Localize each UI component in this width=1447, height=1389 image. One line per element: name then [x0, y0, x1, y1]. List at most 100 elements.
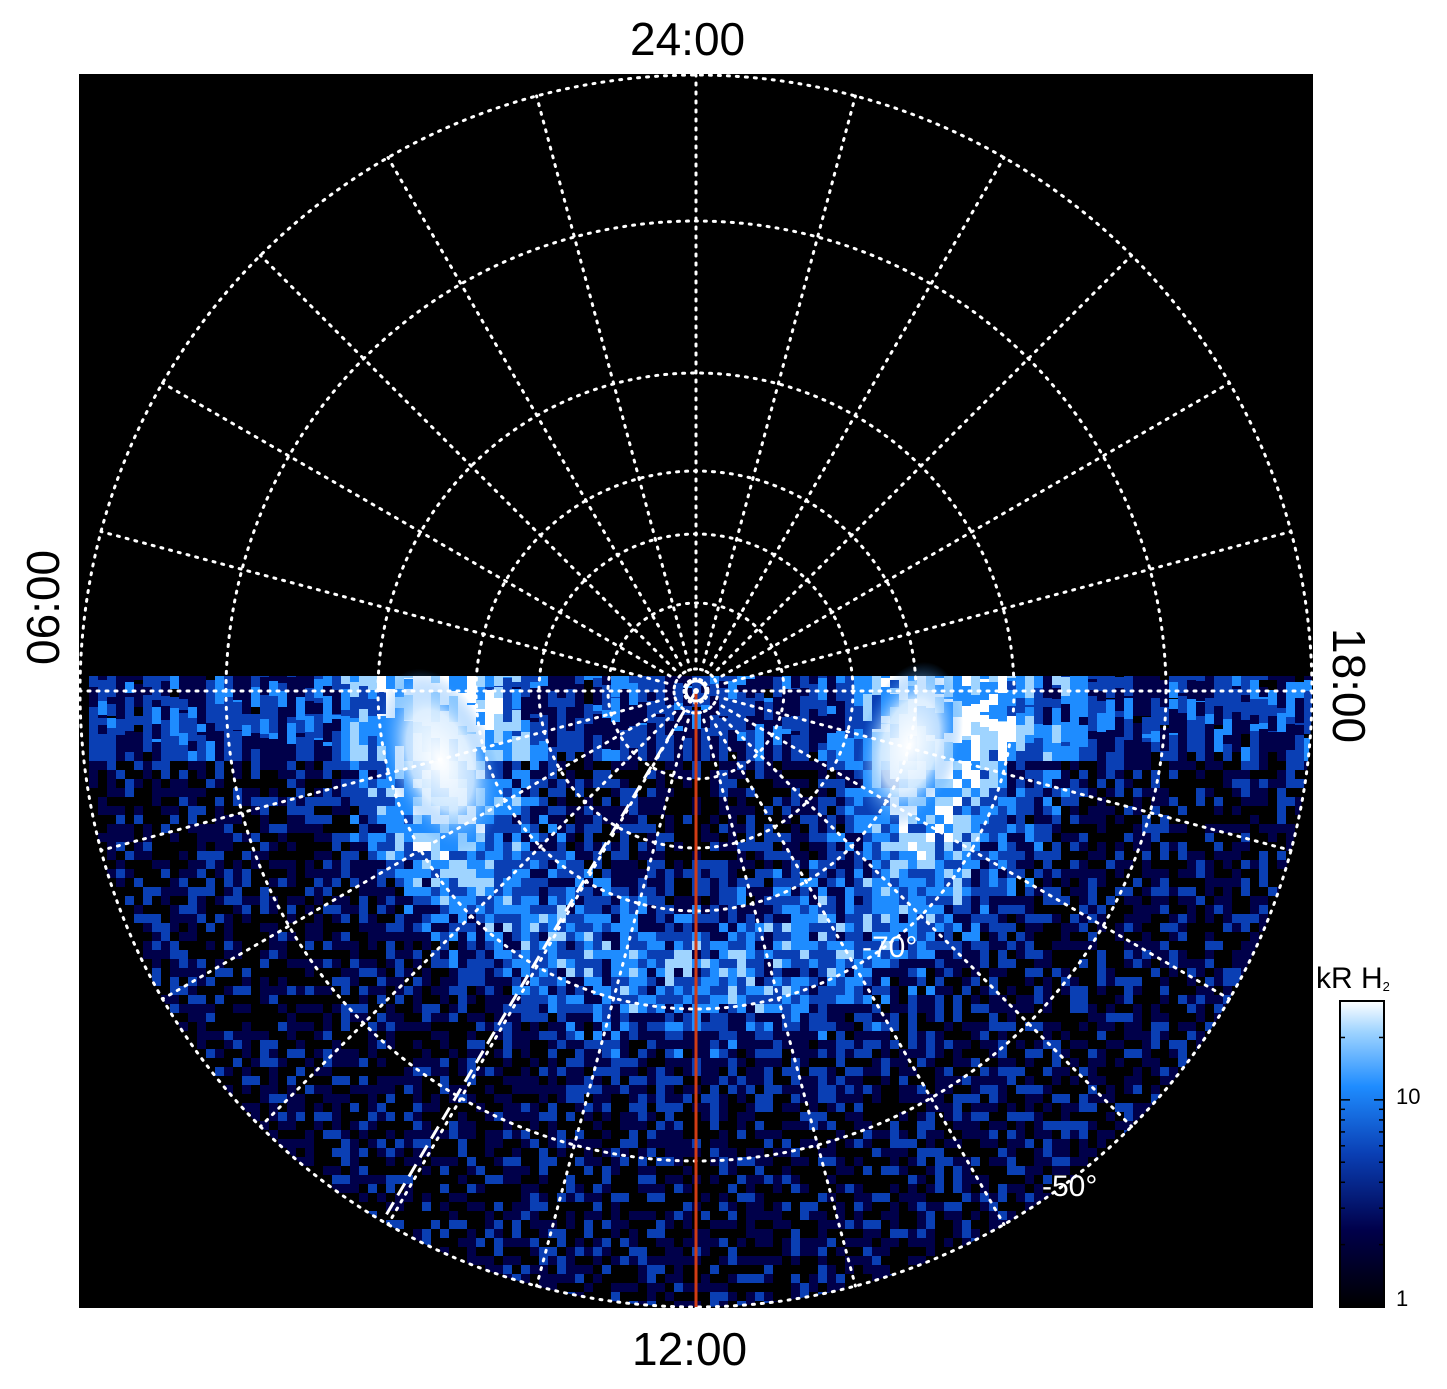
emission-pixel [593, 1049, 602, 1058]
emission-pixel [674, 1022, 683, 1031]
emission-pixel [1070, 1076, 1079, 1085]
emission-pixel [503, 770, 512, 779]
emission-pixel [1214, 729, 1223, 752]
emission-pixel [1124, 779, 1133, 788]
emission-pixel [431, 1130, 440, 1139]
emission-pixel [764, 1004, 773, 1013]
emission-pixel [989, 905, 998, 914]
emission-pixel [584, 1013, 593, 1022]
emission-pixel [602, 749, 611, 761]
emission-pixel [548, 905, 557, 914]
emission-pixel [566, 995, 575, 1004]
emission-pixel [1088, 717, 1097, 743]
emission-pixel [440, 869, 449, 878]
emission-pixel [620, 968, 629, 977]
emission-pixel [1151, 869, 1160, 878]
emission-pixel [575, 779, 584, 788]
emission-pixel [989, 842, 998, 851]
emission-pixel [1124, 914, 1133, 923]
emission-pixel [728, 1040, 737, 1049]
emission-pixel [332, 905, 341, 914]
emission-pixel [548, 1022, 557, 1031]
emission-pixel [719, 950, 728, 959]
emission-pixel [719, 688, 728, 716]
emission-pixel [791, 797, 800, 806]
emission-pixel [152, 761, 161, 770]
emission-pixel [521, 842, 530, 851]
emission-pixel [404, 869, 413, 878]
emission-pixel [1304, 738, 1312, 761]
emission-pixel [188, 959, 197, 968]
emission-pixel [449, 851, 458, 860]
emission-pixel [530, 887, 539, 896]
emission-pixel [1142, 851, 1151, 860]
emission-pixel [1151, 1013, 1160, 1022]
emission-pixel [791, 1040, 800, 1049]
emission-pixel [755, 713, 764, 734]
emission-pixel [503, 1112, 512, 1121]
emission-pixel [143, 887, 152, 896]
emission-pixel [224, 751, 233, 761]
emission-pixel [584, 950, 593, 959]
emission-pixel [341, 869, 350, 878]
emission-pixel [665, 941, 674, 950]
emission-pixel [449, 959, 458, 968]
emission-pixel [359, 824, 368, 833]
emission-pixel [809, 860, 818, 869]
emission-pixel [503, 932, 512, 941]
emission-pixel [305, 887, 314, 896]
emission-pixel [1160, 995, 1169, 1004]
emission-pixel [557, 676, 566, 698]
emission-pixel [683, 1022, 692, 1031]
emission-pixel [1016, 860, 1025, 869]
emission-pixel [296, 797, 305, 806]
emission-pixel [908, 1067, 917, 1076]
emission-pixel [539, 806, 548, 815]
emission-pixel [656, 968, 665, 977]
emission-pixel [179, 676, 188, 698]
emission-pixel [575, 968, 584, 977]
emission-pixel [854, 968, 863, 977]
emission-pixel [908, 1004, 917, 1013]
emission-pixel [1151, 833, 1160, 842]
emission-pixel [566, 1004, 575, 1013]
emission-pixel [431, 923, 440, 932]
emission-pixel [1025, 797, 1034, 806]
emission-pixel [377, 788, 386, 797]
emission-pixel [818, 824, 827, 833]
emission-pixel [287, 986, 296, 995]
emission-pixel [926, 932, 935, 941]
emission-pixel [1097, 1031, 1106, 1040]
emission-pixel [206, 1013, 215, 1022]
emission-pixel [593, 1076, 602, 1085]
emission-pixel [1106, 761, 1115, 770]
emission-pixel [656, 1094, 665, 1103]
emission-pixel [197, 1040, 206, 1049]
emission-pixel [350, 851, 359, 860]
emission-pixel [809, 1013, 818, 1022]
emission-pixel [746, 941, 755, 950]
emission-pixel [260, 986, 269, 995]
emission-pixel [512, 869, 521, 878]
emission-pixel [989, 731, 998, 752]
emission-pixel [863, 698, 872, 725]
emission-pixel [458, 851, 467, 860]
emission-pixel [935, 833, 944, 842]
emission-pixel [935, 824, 944, 833]
emission-pixel [683, 1085, 692, 1094]
emission-pixel [836, 1103, 845, 1112]
emission-pixel [494, 1067, 503, 1076]
emission-pixel [971, 950, 980, 959]
emission-pixel [170, 986, 179, 995]
emission-pixel [197, 869, 206, 878]
emission-pixel [449, 896, 458, 905]
emission-pixel [1007, 905, 1016, 914]
emission-pixel [1169, 682, 1178, 698]
emission-pixel [422, 1121, 431, 1130]
emission-pixel [1268, 716, 1277, 734]
emission-pixel [260, 959, 269, 968]
emission-pixel [1250, 932, 1259, 941]
emission-pixel [206, 824, 215, 833]
emission-pixel [1061, 1112, 1070, 1121]
emission-pixel [566, 950, 575, 959]
